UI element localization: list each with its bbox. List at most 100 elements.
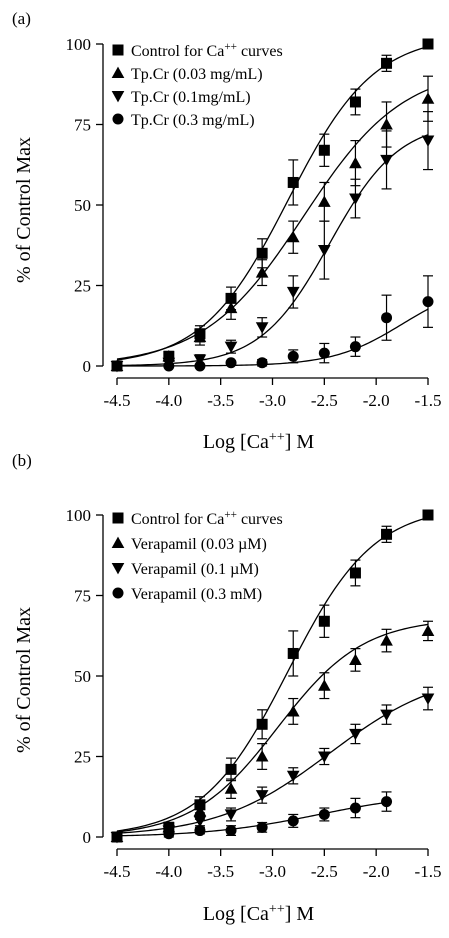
data-point bbox=[286, 230, 300, 243]
x-tick-label: -2.0 bbox=[363, 862, 390, 881]
data-point bbox=[286, 286, 300, 299]
data-point bbox=[318, 195, 331, 207]
data-point bbox=[349, 653, 362, 665]
x-tick-label: -3.5 bbox=[207, 391, 234, 410]
data-point bbox=[255, 750, 269, 762]
data-point bbox=[193, 804, 207, 817]
legend-label: Tp.Cr (0.03 mg/mL) bbox=[131, 66, 263, 83]
y-axis-label: % of Control Max bbox=[13, 137, 35, 283]
data-point bbox=[287, 815, 299, 827]
legend-label: Tp.Cr (0.3 mg/mL) bbox=[131, 112, 255, 129]
data-point bbox=[380, 709, 393, 721]
data-point bbox=[349, 193, 362, 205]
data-point bbox=[349, 96, 361, 108]
y-tick-label: 100 bbox=[66, 506, 92, 525]
chart-panel-a: (a) 0 25 50 75 100 -4.5 -4.0 -3.5 -3.0 -2.5 -2.0 -1.… bbox=[12, 9, 441, 453]
data-point bbox=[224, 301, 238, 314]
y-tick-label: 25 bbox=[74, 277, 91, 296]
x-axis-label: Log [Ca++] M bbox=[203, 430, 315, 454]
data-point bbox=[381, 528, 393, 540]
y-tick-label: 50 bbox=[74, 196, 91, 215]
data-point bbox=[256, 357, 268, 369]
x-tick-label: -2.5 bbox=[311, 391, 338, 410]
fit-curve bbox=[116, 801, 387, 837]
x-tick-label: -4.0 bbox=[155, 862, 182, 881]
data-point bbox=[255, 266, 269, 278]
data-point bbox=[225, 825, 237, 837]
data-point bbox=[349, 156, 362, 169]
x-tick-label: -4.5 bbox=[104, 391, 131, 410]
panel-label: (b) bbox=[12, 451, 32, 470]
data-point bbox=[422, 296, 434, 308]
data-point bbox=[318, 679, 331, 691]
y-tick-label: 0 bbox=[83, 828, 92, 847]
data-point bbox=[318, 808, 330, 820]
data-point bbox=[287, 350, 299, 362]
x-tick-label: -3.5 bbox=[207, 862, 234, 881]
x-axis-label: Log [Ca++] M bbox=[203, 902, 315, 926]
data-point bbox=[349, 728, 362, 741]
data-point bbox=[349, 802, 361, 814]
x-tick-label: -4.0 bbox=[155, 391, 182, 410]
fit-curve bbox=[116, 134, 429, 367]
data-point bbox=[255, 322, 269, 334]
data-point bbox=[193, 354, 207, 366]
series-triangle-down bbox=[110, 686, 435, 844]
fit-curve bbox=[116, 516, 429, 832]
data-point bbox=[225, 357, 237, 369]
legend-label: Verapamil (0.3 mM) bbox=[131, 586, 262, 603]
legend-marker bbox=[111, 90, 125, 103]
series-triangle-up bbox=[110, 620, 435, 843]
legend-marker bbox=[111, 536, 125, 549]
data-point bbox=[318, 347, 330, 359]
legend-marker bbox=[111, 562, 125, 575]
data-point bbox=[421, 135, 435, 147]
fit-curve bbox=[116, 693, 429, 834]
legend-marker bbox=[112, 512, 124, 524]
x-tick-label: -3.0 bbox=[259, 391, 286, 410]
data-point bbox=[422, 38, 434, 50]
y-tick-label: 75 bbox=[74, 116, 91, 135]
data-point bbox=[193, 815, 207, 828]
x-tick-label: -2.5 bbox=[311, 862, 338, 881]
data-point bbox=[421, 92, 435, 104]
panel-label: (a) bbox=[12, 9, 31, 28]
legend-marker bbox=[112, 44, 124, 56]
data-point bbox=[421, 624, 435, 636]
data-point bbox=[422, 509, 434, 521]
data-point bbox=[163, 828, 175, 840]
data-point bbox=[224, 341, 238, 354]
series-circle bbox=[111, 791, 393, 843]
data-point bbox=[381, 312, 393, 324]
y-tick-label: 100 bbox=[66, 35, 92, 54]
data-point bbox=[381, 796, 393, 808]
chart-panel-b: (b) 0 25 50 75 100 -4.5 -4.0 -3.5 -3.0 -2.5 -2.0 -1.… bbox=[12, 451, 441, 925]
data-point bbox=[194, 825, 206, 837]
x-tick-label: -1.5 bbox=[415, 391, 442, 410]
legend-label: Verapamil (0.1 µM) bbox=[131, 561, 259, 578]
y-tick-label: 25 bbox=[74, 748, 91, 767]
series-circle bbox=[111, 275, 434, 372]
data-point bbox=[224, 782, 238, 794]
data-point bbox=[318, 245, 331, 257]
data-point bbox=[224, 809, 238, 821]
data-point bbox=[349, 341, 361, 353]
data-point bbox=[381, 57, 393, 69]
data-point bbox=[421, 693, 435, 705]
data-point bbox=[163, 360, 175, 372]
data-point bbox=[286, 770, 300, 783]
data-point bbox=[318, 751, 331, 763]
y-axis-label: % of Control Max bbox=[13, 607, 35, 753]
fit-curve bbox=[116, 88, 429, 360]
data-point bbox=[111, 360, 123, 372]
data-point bbox=[349, 567, 361, 579]
data-point bbox=[380, 634, 393, 646]
data-point bbox=[287, 647, 299, 659]
y-tick-label: 50 bbox=[74, 667, 91, 686]
y-tick-label: 75 bbox=[74, 587, 91, 606]
x-tick-label: -3.0 bbox=[259, 862, 286, 881]
legend-label: Verapamil (0.03 µM) bbox=[131, 536, 267, 553]
data-point bbox=[255, 790, 269, 802]
data-point bbox=[256, 718, 268, 730]
